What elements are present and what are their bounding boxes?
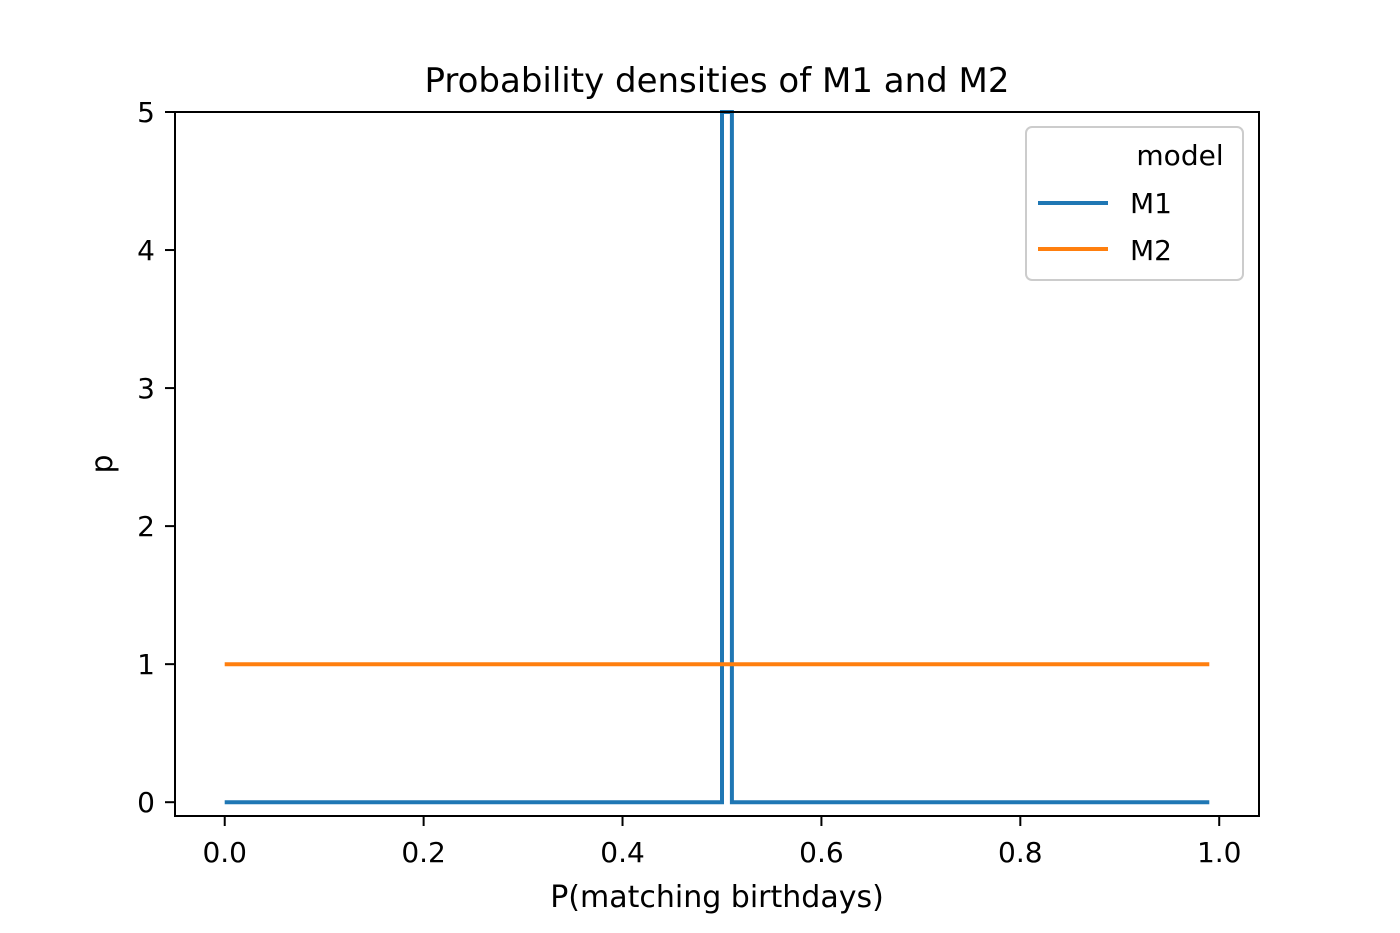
x-tick-label: 0.4 bbox=[600, 836, 645, 869]
y-tick-label: 3 bbox=[137, 372, 155, 405]
y-axis: 0 1 2 3 4 5 bbox=[137, 96, 175, 819]
chart-title: Probability densities of M1 and M2 bbox=[424, 61, 1009, 101]
y-tick-label: 4 bbox=[137, 234, 155, 267]
y-tick-label: 5 bbox=[137, 96, 155, 129]
x-tick-label: 0.0 bbox=[202, 836, 247, 869]
x-tick-label: 0.2 bbox=[401, 836, 446, 869]
x-axis: 0.0 0.2 0.4 0.6 0.8 1.0 bbox=[202, 816, 1241, 869]
legend-label-m1: M1 bbox=[1130, 187, 1172, 220]
legend-title: model bbox=[1136, 139, 1223, 172]
plot-frame bbox=[174, 111, 1260, 817]
legend-box bbox=[1025, 126, 1244, 281]
y-axis-label: p bbox=[85, 454, 120, 473]
legend: model M1 M2 bbox=[1025, 126, 1244, 281]
x-tick-label: 0.6 bbox=[799, 836, 844, 869]
legend-label-m2: M2 bbox=[1130, 234, 1172, 267]
x-tick-label: 1.0 bbox=[1197, 836, 1242, 869]
x-tick-label: 0.8 bbox=[998, 836, 1043, 869]
y-tick-label: 0 bbox=[137, 786, 155, 819]
y-tick-label: 2 bbox=[137, 510, 155, 543]
x-axis-label: P(matching birthdays) bbox=[550, 880, 884, 915]
y-tick-label: 1 bbox=[137, 648, 155, 681]
